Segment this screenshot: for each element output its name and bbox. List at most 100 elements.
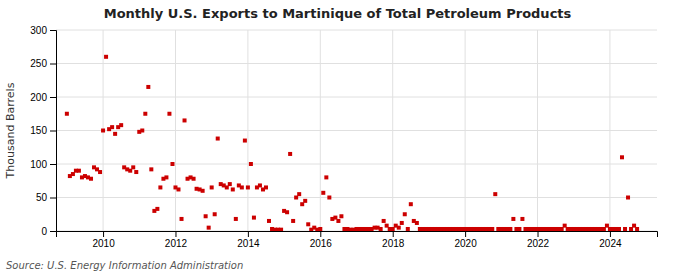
tick: 2024 [599,231,622,249]
point [406,227,410,231]
title: Monthly U.S. Exports to Martinique of To… [104,6,572,21]
tick-mark [50,231,56,232]
tick: 2018 [382,231,405,249]
point [234,217,238,221]
plot-area: 2010 2012 2014 2016 2018 2020 2022 2024 0 50 100 15… [30,25,657,249]
tick-mark [50,97,56,98]
point [77,169,81,173]
grid-line-y [56,63,657,64]
grid-line-x [537,30,538,231]
point [409,202,413,206]
tick-mark [248,231,249,237]
point [258,183,262,187]
tick: 0 [41,226,56,237]
tick-mark [320,231,321,237]
tick-mark [50,198,56,199]
point [291,219,295,223]
point [183,118,187,122]
tick-label: 200 [30,92,47,103]
point [155,207,159,211]
point [167,112,171,116]
point [246,185,250,189]
grid-line-x [320,30,321,231]
point [243,139,247,143]
grid-line-y [56,197,657,198]
tick-mark [393,231,394,237]
point [176,187,180,191]
point [113,132,117,136]
point [635,227,639,231]
tick-mark [103,231,104,237]
point [321,191,325,195]
grid-line-y [56,30,657,31]
chart: 2010 2012 2014 2016 2018 2020 2022 2024 0 50 100 15… [0,0,675,275]
axis-line [50,31,57,232]
point [336,219,340,223]
tick: 300 [30,25,56,36]
point [228,182,232,186]
tick: 2012 [165,231,188,249]
grid-line-y [56,130,657,131]
tick: 250 [30,58,56,69]
source: Source: U.S. Energy Information Administ… [6,260,243,271]
grid-line-x [392,30,393,231]
point [264,185,268,189]
point [511,217,515,221]
tick-label: 150 [30,125,47,136]
point [620,155,624,159]
point [397,226,401,230]
point [267,219,271,223]
point [297,192,301,196]
points [65,55,639,231]
tick-label: 250 [30,58,47,69]
grid [56,30,657,231]
tick: 2020 [454,231,477,249]
point [101,129,105,133]
point [213,212,217,216]
tick-label: 300 [30,25,47,36]
grid-line-x [465,30,466,231]
point [415,221,419,225]
point [131,165,135,169]
point [204,214,208,218]
point [249,162,253,166]
tick: 100 [30,159,56,170]
point [382,219,386,223]
point [252,216,256,220]
point [207,226,211,230]
y-axis: 0 50 100 150 200 250 300 [30,25,56,237]
point [216,137,220,141]
tick-label: 2014 [237,238,260,249]
point [327,196,331,200]
tick-label: 2012 [165,238,188,249]
tick-mark [175,231,176,237]
tick-label: 2024 [599,238,622,249]
tick-mark [538,231,539,237]
tick-label: 2018 [382,238,405,249]
tick-mark [50,164,56,165]
axis-line [57,232,658,238]
point [306,222,310,226]
tick: 50 [36,192,56,203]
point [288,152,292,156]
point [201,189,205,193]
tick: 200 [30,92,56,103]
point [626,196,630,200]
grid-line-y [56,164,657,165]
tick-label: 2010 [92,238,115,249]
tick-label: 2016 [310,238,333,249]
tick: 2016 [310,231,333,249]
point [520,217,524,221]
tick-label: 50 [36,192,48,203]
tick-label: 100 [30,159,47,170]
tick: 2014 [237,231,260,249]
point [339,214,343,218]
point [146,85,150,89]
point [318,227,322,231]
point [517,227,521,231]
point [493,192,497,196]
tick: 2022 [527,231,550,249]
point [403,212,407,216]
point [98,170,102,174]
tick-label: 2022 [527,238,550,249]
